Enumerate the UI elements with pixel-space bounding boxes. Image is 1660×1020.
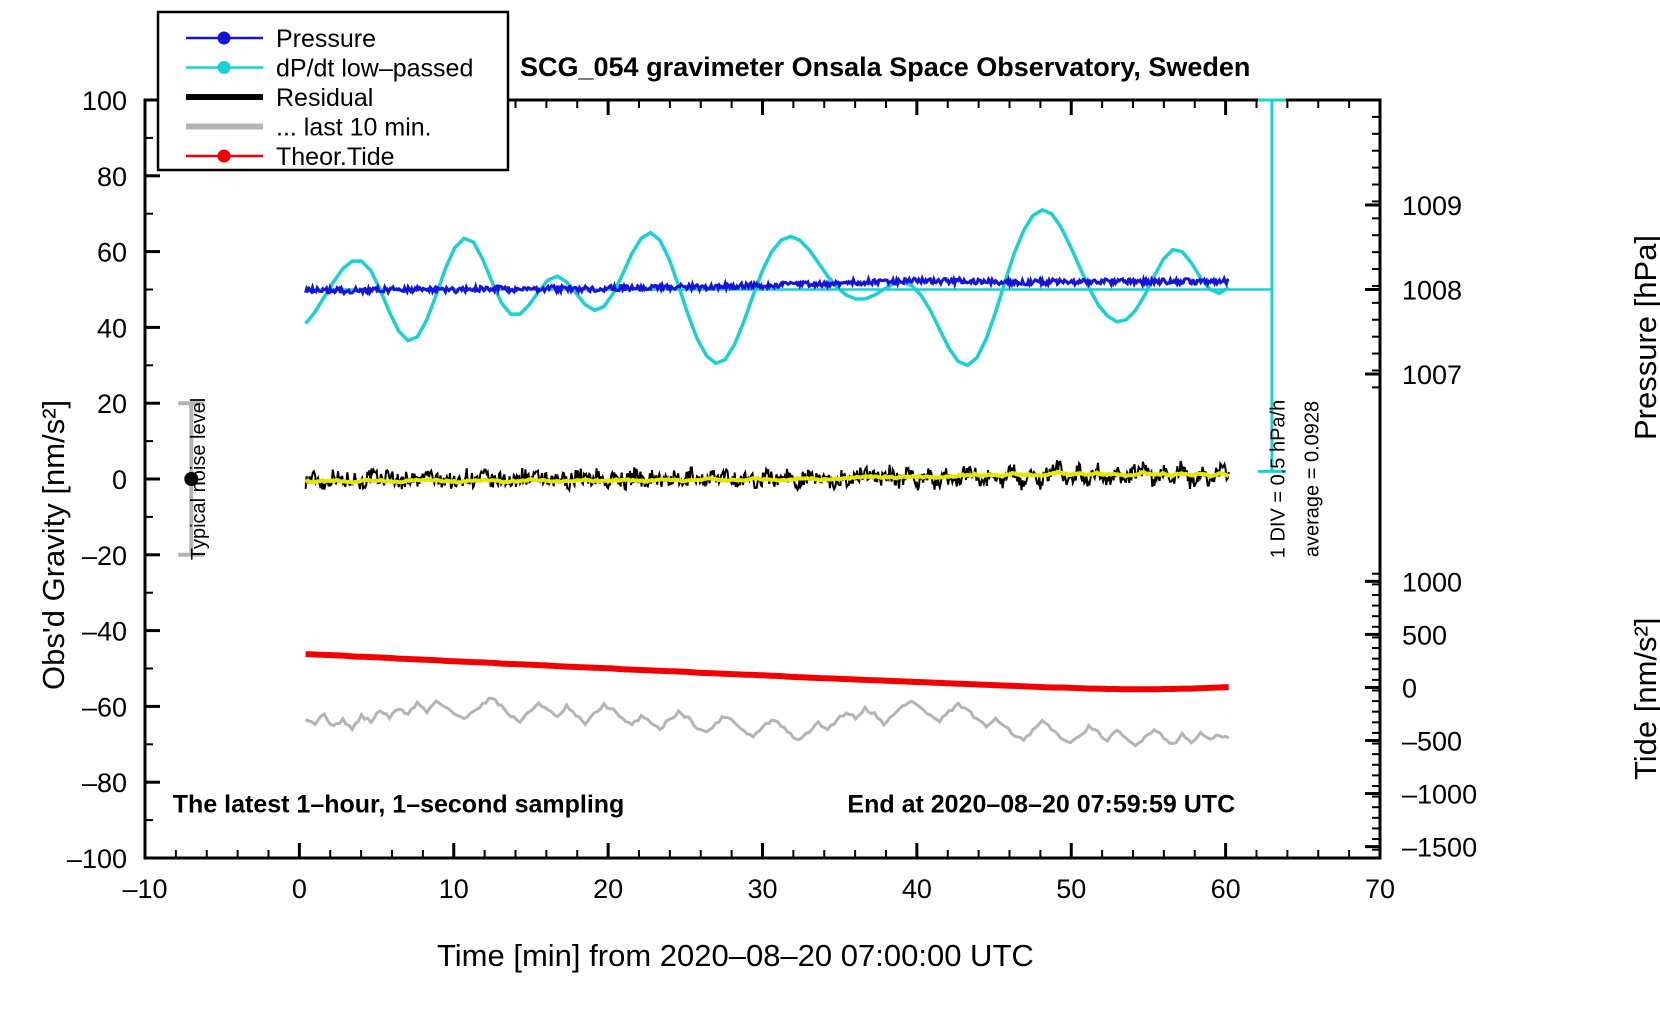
y-tick-label: 100 [82, 86, 127, 116]
annotation-average: average = 0.0928 [1301, 401, 1323, 557]
series-theor-tide [305, 651, 1229, 693]
legend-item: Theor.Tide [186, 143, 395, 171]
legend-item: ... last 10 min. [186, 114, 432, 142]
tide-tick-label: –500 [1402, 727, 1462, 757]
pressure-tick-label: 1007 [1402, 360, 1462, 390]
annotation-div-scale: 1 DIV = 0.5 hPa/h [1267, 400, 1289, 558]
pressure-tick-label: 1008 [1402, 276, 1462, 306]
annotation-noise-level-label: Typical noise level [188, 398, 210, 560]
legend-label: Theor.Tide [276, 143, 395, 171]
x-tick-label: 50 [1056, 874, 1086, 904]
annotation-sampling-note: The latest 1–hour, 1–second sampling [173, 791, 625, 819]
typical-noise-bar [178, 401, 205, 557]
y-tick-label: 20 [97, 389, 127, 419]
legend-dot-icon [217, 149, 231, 163]
tide-tick-label: 0 [1402, 673, 1417, 703]
series-residual-smoothed [304, 470, 1230, 485]
pressure-tick-label: 1009 [1402, 191, 1462, 221]
legend-label: Pressure [276, 25, 376, 53]
x-tick-label: 0 [292, 874, 307, 904]
x-tick-label: –10 [122, 874, 167, 904]
y-tick-label: 0 [112, 465, 127, 495]
x-tick-label: 20 [593, 874, 623, 904]
tide-tick-label: –1000 [1402, 780, 1477, 810]
x-tick-label: 70 [1365, 874, 1395, 904]
y-axis-left: 100 80 60 40 20 0 –20 –40 –60 –80 –100 [67, 86, 160, 874]
y-axis-title-tide: Tide [nm/s²] [1628, 617, 1660, 781]
tide-tick-label: 500 [1402, 620, 1447, 650]
tide-tick-label: –1500 [1402, 833, 1477, 863]
legend-dot-icon [217, 31, 231, 45]
x-tick-label: 40 [902, 874, 932, 904]
y-tick-label: –80 [82, 768, 127, 798]
y-axis-title-left: Obs'd Gravity [nm/s²] [36, 399, 71, 690]
x-tick-label: 60 [1211, 874, 1241, 904]
x-tick-label: 30 [747, 874, 777, 904]
series-dpdt [304, 207, 1230, 368]
legend-label: ... last 10 min. [276, 114, 432, 142]
legend-item: dP/dt low–passed [186, 55, 473, 83]
noise-center-dot [184, 472, 199, 486]
x-axis: –10 0 10 20 30 40 50 60 70 [122, 100, 1395, 904]
y-tick-label: –40 [82, 617, 127, 647]
dpdt-scale-bar [1257, 98, 1286, 473]
y-axis-tide: 1000 500 0 –500 –1000 –1500 [1365, 567, 1477, 863]
y-axis-title-pressure: Pressure [hPa] [1628, 234, 1660, 440]
y-axis-pressure: 1009 1008 1007 [1365, 99, 1462, 390]
legend-label: dP/dt low–passed [276, 55, 473, 83]
series-pressure [304, 273, 1230, 297]
y-tick-label: –20 [82, 541, 127, 571]
y-tick-label: 80 [97, 162, 127, 192]
series-last-10-min [304, 696, 1230, 748]
tide-tick-label: 1000 [1402, 567, 1462, 597]
legend-label: Residual [276, 84, 373, 112]
y-tick-label: 40 [97, 313, 127, 343]
y-tick-label: –60 [82, 692, 127, 722]
x-axis-title: Time [min] from 2020–08–20 07:00:00 UTC [437, 938, 1034, 973]
y-tick-label: 60 [97, 238, 127, 268]
chart-title: SCG_054 gravimeter Onsala Space Observat… [520, 52, 1251, 82]
legend-item: Pressure [186, 25, 376, 53]
legend-dot-icon [217, 61, 231, 74]
y-tick-label: –100 [67, 844, 127, 874]
legend-item: Residual [186, 84, 373, 112]
annotation-end-time: End at 2020–08–20 07:59:59 UTC [847, 791, 1235, 819]
x-tick-label: 10 [439, 874, 469, 904]
